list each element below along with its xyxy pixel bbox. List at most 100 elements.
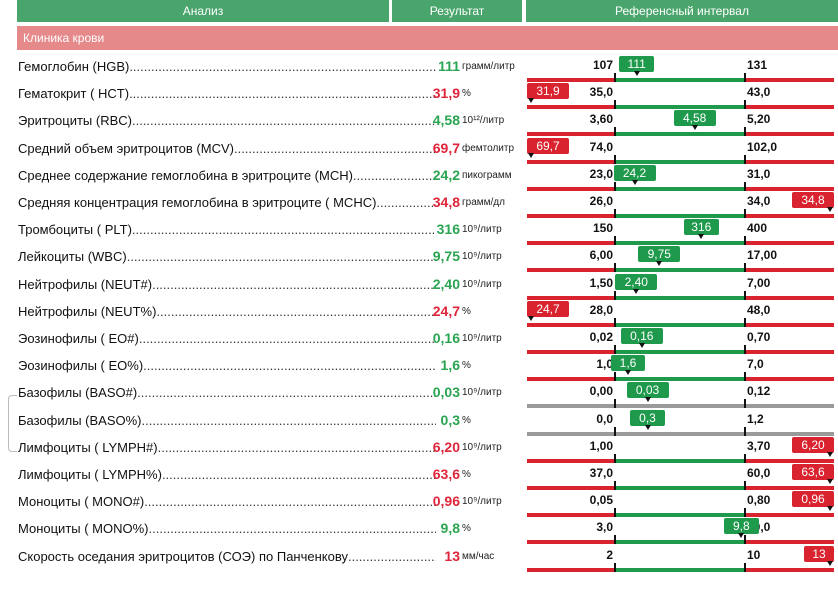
leader-dots: ........................................… (141, 412, 437, 428)
result-row[interactable]: Средняя концентрация гемоглобина в эритр… (0, 192, 838, 219)
reference-bar (527, 100, 834, 110)
result-row[interactable]: Базофилы (BASO#)........................… (0, 382, 838, 409)
low-tick (614, 562, 616, 572)
result-row[interactable]: Гематокрит ( HCT).......................… (0, 83, 838, 110)
value-pointer (738, 533, 745, 539)
result-row[interactable]: Скорость оседания эритроцитов (СОЭ) по П… (0, 545, 838, 573)
value-marker: 1,6 (610, 355, 646, 372)
high-tick (744, 290, 746, 300)
leader-dots: ........................................… (129, 86, 436, 102)
bar-normal-segment (615, 404, 745, 409)
low-tick (614, 263, 616, 273)
result-row[interactable]: Лейкоциты (WBC).........................… (0, 246, 838, 273)
bar-low-segment (527, 105, 615, 110)
high-tick (744, 481, 746, 490)
analysis-name: Средняя концентрация гемоглобина в эритр… (18, 195, 436, 210)
result-row[interactable]: Лимфоциты ( LYMPH%).....................… (0, 464, 838, 491)
bar-high-segment (745, 486, 834, 490)
result-unit: пикограмм (462, 169, 512, 181)
result-row[interactable]: Моноциты ( MONO#).......................… (0, 491, 838, 518)
result-row[interactable]: Среднее содержание гемоглобина в эритроц… (0, 164, 838, 192)
leader-dots: ........................................… (376, 195, 436, 210)
value-pointer (638, 343, 645, 348)
leader-dots: ........................................… (131, 222, 436, 238)
value-marker: 24,7 (527, 300, 569, 317)
result-row[interactable]: Эозинофилы ( EO#).......................… (0, 328, 838, 355)
value-pointer (633, 71, 640, 76)
bar-high-segment (745, 214, 834, 218)
analysis-name: Эозинофилы ( EO#).......................… (18, 331, 436, 346)
result-row[interactable]: Нейтрофилы (NEUT#)......................… (0, 273, 838, 301)
analysis-name: Тромбоциты ( PLT).......................… (18, 222, 436, 237)
reference-high: 0,70 (747, 330, 771, 344)
reference-bar (527, 453, 834, 463)
reference-low: 0,05 (589, 493, 613, 508)
result-row[interactable]: Эозинофилы ( EO%).......................… (0, 355, 838, 382)
reference-low: 0,0 (596, 411, 613, 426)
value-marker: 9,75 (638, 246, 681, 263)
reference-bar (527, 372, 834, 382)
value-marker: 63,6 (792, 464, 834, 480)
leader-dots: ........................................… (152, 276, 436, 292)
result-row[interactable]: Тромбоциты ( PLT).......................… (0, 219, 838, 246)
reference-high: 17,00 (747, 248, 778, 263)
column-header-analysis[interactable]: Анализ (17, 0, 389, 22)
bar-high-segment (745, 377, 834, 382)
high-tick (744, 562, 746, 572)
result-row[interactable]: Эритроциты (RBC)........................… (0, 110, 838, 137)
bar-normal-segment (615, 132, 745, 137)
result-row[interactable]: Базофилы (BASO%)........................… (0, 409, 838, 437)
bar-low-segment (527, 295, 615, 300)
analysis-label: Среднее содержание гемоглобина в эритроц… (18, 167, 353, 183)
result-value: 2,40 (432, 275, 460, 292)
result-unit: % (462, 414, 471, 426)
bar-high-segment (745, 105, 834, 110)
leader-dots: ........................................… (138, 331, 436, 346)
low-tick (614, 290, 616, 300)
bar-high-segment (745, 513, 834, 518)
reference-bar (527, 399, 834, 409)
reference-high: 0,80 (747, 493, 771, 508)
section-title[interactable]: Клиника крови (17, 26, 838, 50)
result-row[interactable]: Нейтрофилы (NEUT%)......................… (0, 300, 838, 328)
reference-low: 1,00 (589, 438, 613, 453)
value-marker: 69,7 (527, 137, 569, 154)
analysis-label: Эритроциты (RBC) (18, 113, 132, 129)
analysis-label: Базофилы (BASO%) (18, 412, 142, 428)
result-row[interactable]: Моноциты ( MONO%).......................… (0, 518, 838, 545)
result-value: 9,8 (440, 520, 460, 537)
result-unit: % (462, 305, 471, 317)
high-tick (744, 345, 746, 354)
leader-dots: ........................................… (352, 167, 436, 183)
reference-low: 3,60 (589, 112, 613, 127)
reference-high: 1,2 (747, 411, 764, 426)
reference-low: 26,0 (589, 194, 613, 208)
column-header-reference[interactable]: Референсный интервал (526, 0, 838, 22)
analysis-name: Гемоглобин (HGB)........................… (18, 59, 436, 74)
analysis-label: Нейтрофилы (NEUT%) (18, 303, 157, 319)
bar-normal-segment (615, 268, 745, 273)
reference-high: 400 (747, 221, 768, 236)
bar-high-segment (745, 540, 834, 545)
result-value: 316 (436, 221, 460, 238)
result-value: 6,20 (432, 438, 460, 455)
result-value: 24,7 (432, 302, 460, 319)
selection-bracket (8, 395, 17, 452)
leader-dots: ........................................… (144, 494, 436, 510)
analysis-name: Лейкоциты (WBC).........................… (18, 249, 436, 264)
result-row[interactable]: Гемоглобин (HGB)........................… (0, 56, 838, 83)
analysis-label: Средняя концентрация гемоглобина в эритр… (18, 195, 377, 210)
column-header-result[interactable]: Результат (392, 0, 522, 22)
low-tick (614, 345, 616, 354)
result-value: 4,58 (432, 112, 460, 129)
bar-normal-segment (615, 431, 745, 436)
low-tick (614, 73, 616, 82)
result-unit: 10⁹/литр (462, 496, 502, 508)
result-unit: 10¹²/литр (462, 115, 505, 127)
result-row[interactable]: Средний объем эритроцитов (MCV).........… (0, 137, 838, 165)
low-tick (614, 399, 616, 409)
value-marker: 31,9 (527, 83, 569, 100)
result-row[interactable]: Лимфоциты ( LYMPH#).....................… (0, 436, 838, 464)
result-value: 63,6 (432, 466, 460, 482)
analysis-label: Гемоглобин (HGB) (18, 59, 130, 74)
